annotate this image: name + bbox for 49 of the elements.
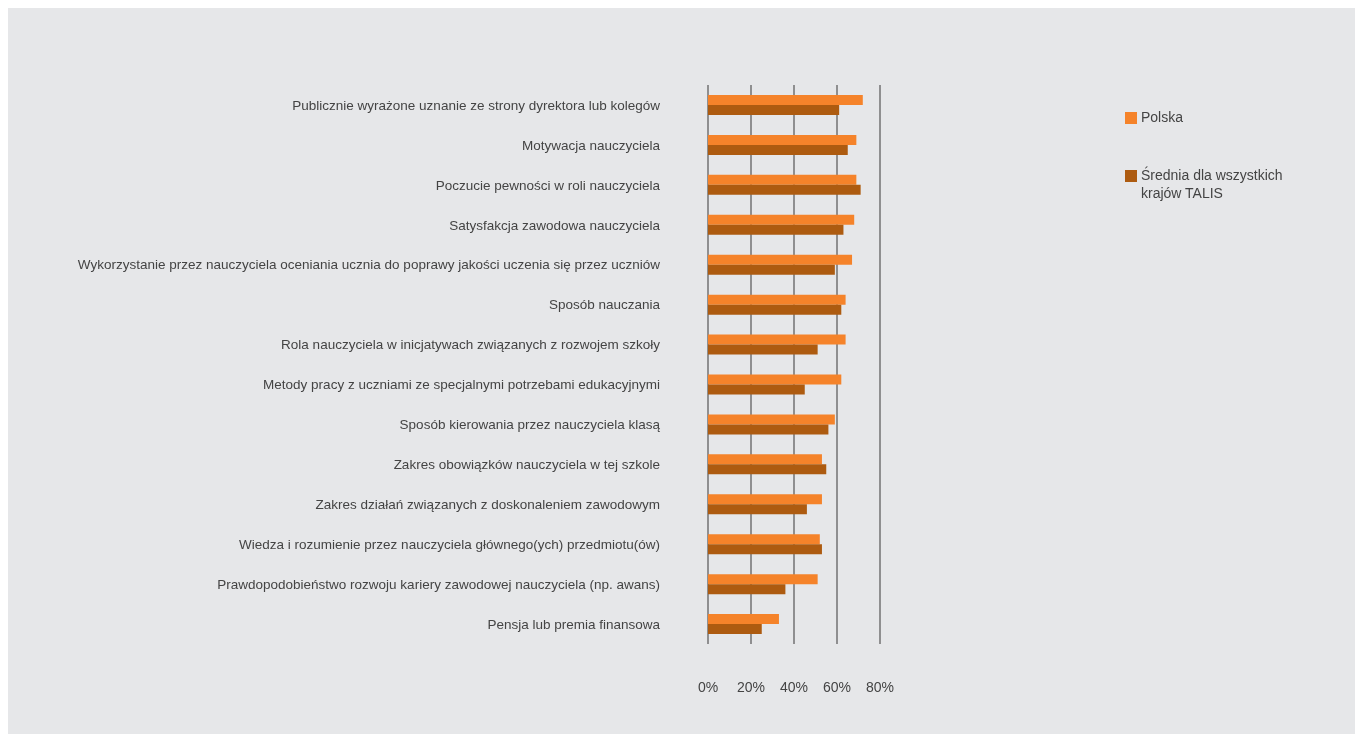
y-tick-label: Wiedza i rozumienie przez nauczyciela głównego(ych) przedmiotu(ów) [239,536,660,552]
bar [708,574,818,585]
y-tick-label: Pensja lub premia finansowa [487,616,661,632]
y-tick-label: Publicznie wyrażone uznanie ze strony dyrektora lub kolegów [292,97,661,113]
bar [708,584,786,595]
x-tick-label: 60% [822,678,852,695]
bar [708,424,829,435]
bar [708,254,853,265]
bar [708,494,822,505]
bar [708,504,807,515]
bar [708,544,822,555]
y-tick-label: Prawdopodobieństwo rozwoju kariery zawodowej nauczyciela (np. awans) [217,576,660,592]
bar [708,464,827,475]
bar [708,304,842,315]
y-tick-label: Zakres działań związanych z doskonaleniem zawodowym [315,497,660,513]
bar [708,624,762,635]
y-tick-label: Motywacja nauczyciela [521,137,661,153]
y-tick-label: Metody pracy z uczniami ze specjalnymi potrzebami edukacyjnymi [263,377,660,393]
bar [708,214,855,225]
y-tick-label: Zakres obowiązków nauczyciela w tej szkole [393,457,660,473]
bar [708,614,779,625]
y-tick-label: Rola nauczyciela w inicjatywach związanych z rozwojem szkoły [281,337,661,353]
bar [708,454,822,465]
y-tick-label: Wykorzystanie przez nauczyciela oceniania ucznia do poprawy jakości uczenia się przez uczniów [77,257,661,273]
bar [708,334,846,345]
bar [708,374,842,385]
x-tick-label: 80% [865,678,895,695]
bar [708,534,820,545]
bar [708,344,818,355]
bar [708,224,844,235]
bar [708,414,835,425]
bar [708,105,840,115]
bar [708,144,848,155]
bar [708,184,861,195]
bar [708,95,863,105]
x-tick-label: 40% [779,678,809,695]
x-tick-label: 20% [736,678,766,695]
y-tick-label: Sposób nauczania [548,297,661,313]
y-tick-label: Poczucie pewności w roli nauczyciela [435,177,661,193]
bar [708,134,857,145]
legend-label: Polska [1141,108,1185,126]
bar [708,174,857,185]
bar [708,384,805,395]
bar [708,264,835,275]
y-tick-label: Satysfakcja zawodowa nauczyciela [449,217,661,233]
bar [708,294,846,305]
x-tick-label: 0% [697,678,719,695]
legend-label: Średnia dla wszystkich krajów TALIS [1141,166,1284,202]
y-tick-label: Sposób kierowania przez nauczyciela klasą [399,417,661,433]
